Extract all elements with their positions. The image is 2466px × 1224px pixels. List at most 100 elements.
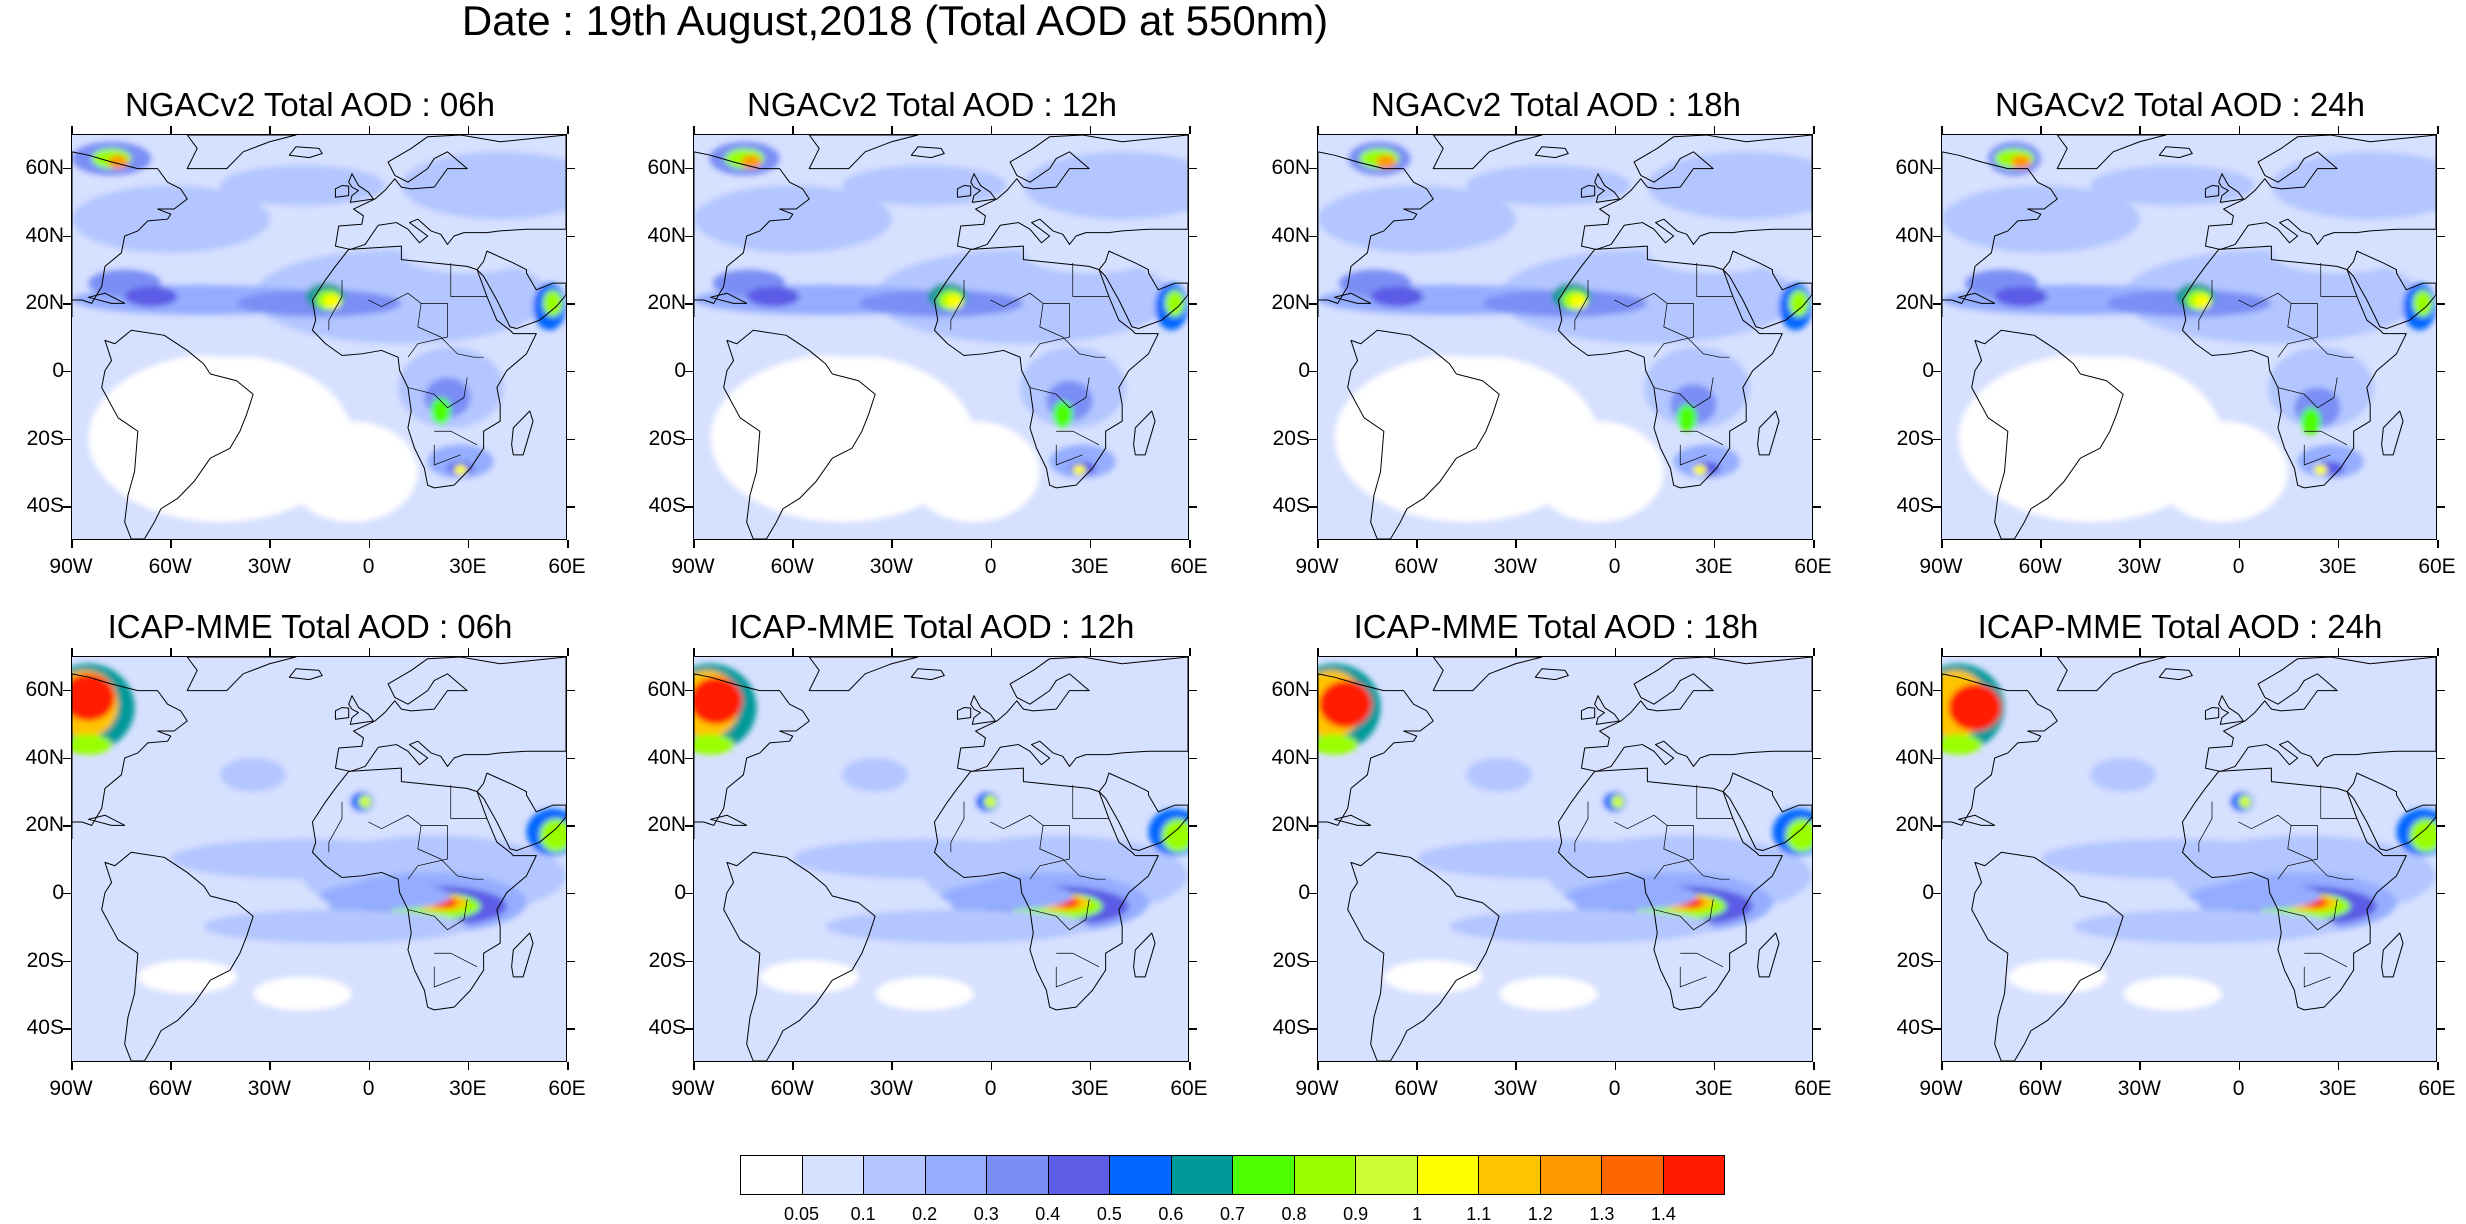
- lon-tick-label: 0: [362, 1077, 375, 1100]
- lat-tick: [1933, 303, 1941, 305]
- lat-tick: [685, 960, 693, 962]
- lat-tick: [685, 892, 693, 895]
- lon-tick: [1515, 1062, 1517, 1070]
- lat-tick-label: 40N: [25, 223, 64, 247]
- lon-tick: [891, 1062, 893, 1070]
- country-border: [2277, 303, 2318, 358]
- lon-tick: [693, 126, 695, 134]
- lat-tick: [1813, 960, 1821, 962]
- country-border: [950, 801, 965, 853]
- lat-tick: [1189, 825, 1197, 827]
- colorbar-swatch: [802, 1156, 864, 1194]
- coastline-uk: [2218, 695, 2244, 725]
- lat-tick: [1309, 303, 1317, 305]
- lat-tick: [2437, 438, 2445, 440]
- lat-tick: [2437, 303, 2445, 305]
- aod-map: [71, 134, 567, 540]
- lat-tick: [63, 960, 71, 962]
- colorbar-label: 1: [1412, 1204, 1423, 1224]
- lon-tick: [2238, 1062, 2241, 1070]
- coastline-greenland: [2056, 135, 2167, 170]
- lat-tick: [1933, 438, 1941, 440]
- lat-tick: [685, 757, 693, 759]
- lon-tick-label: 30W: [1493, 1077, 1537, 1100]
- colorbar-swatch: [1479, 1156, 1541, 1194]
- coastline-southam: [101, 329, 254, 539]
- coastline-madagascar: [2381, 932, 2404, 978]
- country-border: [328, 279, 343, 331]
- lon-tick: [269, 1062, 271, 1070]
- lon-tick-label: 60E: [548, 1077, 586, 1100]
- coastline-uk: [2218, 173, 2244, 203]
- lat-tick: [1813, 370, 1821, 373]
- lon-tick-label: 60E: [548, 555, 586, 578]
- colorbar-swatch: [1540, 1156, 1602, 1194]
- panel-title: ICAP-MME Total AOD : 12h: [729, 608, 1135, 645]
- coastline-europe: [2204, 135, 2436, 250]
- lon-tick-label: 0: [984, 555, 997, 578]
- lat-tick-label: 20S: [1896, 948, 1934, 972]
- lat-tick: [1933, 1028, 1941, 1030]
- lon-tick-label: 30W: [869, 555, 913, 578]
- lat-tick: [1813, 167, 1821, 170]
- lon-tick-label: 90W: [1295, 1077, 1339, 1100]
- country-border: [1039, 825, 1106, 880]
- lat-tick-label: 40S: [26, 494, 64, 518]
- country-border: [2304, 430, 2348, 446]
- colorbar-label: 0.9: [1343, 1204, 1369, 1224]
- colorbar-label: 0.05: [784, 1204, 820, 1224]
- coastline-southam: [1347, 851, 1500, 1061]
- country-border: [1055, 444, 1083, 466]
- lon-tick: [990, 648, 993, 656]
- coastline-iceland: [288, 146, 323, 159]
- lat-tick-label: 20S: [648, 426, 686, 450]
- lat-tick: [1309, 757, 1317, 759]
- colorbar-swatch: [1048, 1156, 1110, 1194]
- lon-tick: [891, 126, 893, 134]
- coastline-cuba: [1957, 814, 1996, 826]
- country-border: [1653, 377, 1714, 409]
- country-border: [1029, 899, 1090, 931]
- lon-tick: [1614, 1062, 1617, 1070]
- lat-tick: [2437, 1028, 2445, 1030]
- colorbar-swatch: [864, 1156, 926, 1194]
- country-border: [950, 279, 965, 331]
- coastline-greenland: [808, 135, 919, 170]
- lat-tick: [63, 167, 71, 170]
- aod-field-svg: [1942, 135, 2436, 539]
- country-border: [434, 430, 478, 446]
- lat-tick: [567, 506, 575, 508]
- lon-tick: [1317, 126, 1319, 134]
- country-border: [2277, 377, 2338, 409]
- country-border: [1663, 303, 1730, 358]
- lon-tick: [2139, 1062, 2141, 1070]
- lat-tick: [567, 892, 575, 895]
- map-panel-icap-18h: ICAP-MME Total AOD : 18h 60N 40N 20N 0 20S 40S…: [1246, 610, 1866, 1130]
- lat-tick-label: 0: [1298, 880, 1310, 904]
- coastline-ireland: [334, 707, 350, 720]
- lat-tick: [685, 303, 693, 305]
- colorbar-label: 1.1: [1466, 1204, 1492, 1224]
- lat-tick-label: 0: [674, 358, 686, 382]
- lat-tick-label: 20S: [1272, 948, 1310, 972]
- coastline-iceland: [910, 146, 945, 159]
- lat-tick: [1189, 438, 1197, 440]
- lon-tick: [693, 1062, 695, 1070]
- coastline-europe: [334, 135, 566, 250]
- lat-tick-label: 20S: [1272, 426, 1310, 450]
- coastline-southam: [723, 851, 876, 1061]
- coastline-iceland: [288, 668, 323, 681]
- lon-tick-label: 30W: [1493, 555, 1537, 578]
- colorbar-swatch: [1233, 1156, 1295, 1194]
- lon-tick: [1941, 1062, 1943, 1070]
- lat-tick: [1189, 1028, 1197, 1030]
- lat-tick: [2437, 235, 2445, 237]
- coastline-madagascar: [1133, 932, 1156, 978]
- lat-tick-label: 0: [674, 880, 686, 904]
- lon-tick-label: 30W: [247, 1077, 291, 1100]
- country-border: [1653, 825, 1694, 880]
- lon-tick: [693, 540, 695, 548]
- lon-tick: [1089, 1062, 1092, 1070]
- country-border: [1056, 430, 1100, 446]
- lon-tick: [2040, 126, 2042, 134]
